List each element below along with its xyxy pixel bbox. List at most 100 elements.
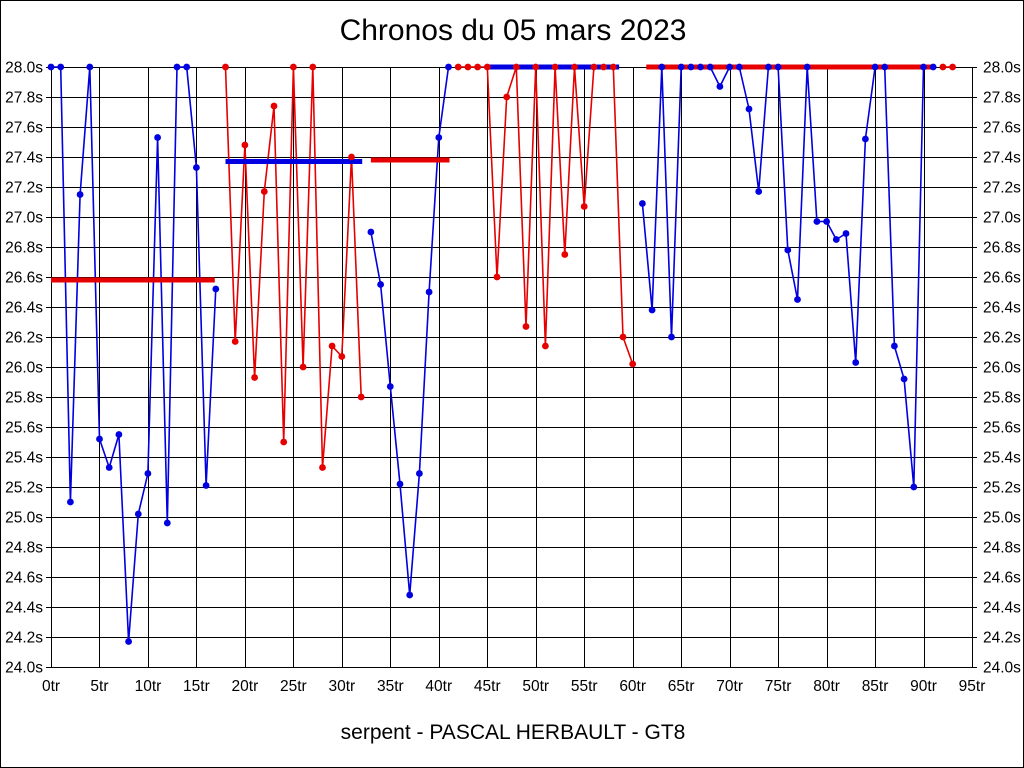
- y-tick-label-right: 27.0s: [983, 210, 1021, 227]
- data-point-lap-68: [706, 63, 714, 71]
- y-tick-label-right: 24.6s: [983, 570, 1021, 587]
- data-point-lap-36: [396, 480, 404, 488]
- y-tick-label-left: 27.4s: [5, 150, 43, 167]
- y-tick-label-left: 24.8s: [5, 540, 43, 557]
- data-point-lap-26: [299, 363, 307, 371]
- x-tick-label: 45tr: [474, 678, 501, 695]
- y-tick-label-left: 25.0s: [5, 510, 43, 527]
- data-point-lap-31: [348, 153, 355, 161]
- data-point-lap-49: [522, 323, 530, 330]
- data-point-lap-3: [76, 191, 84, 198]
- data-point-lap-21: [251, 374, 258, 381]
- data-point-lap-6: [105, 464, 113, 471]
- x-tick-label: 95tr: [959, 678, 986, 695]
- axis-ticks: [46, 67, 977, 668]
- y-tick-label-left: 24.6s: [5, 570, 43, 587]
- y-tick-label-right: 28.0s: [983, 60, 1021, 77]
- data-point-lap-69: [716, 83, 724, 90]
- x-axis-labels: 0tr 5tr 10tr 15tr 20tr 25tr 30tr 35tr 40tr 45tr 50…: [42, 678, 985, 695]
- data-point-lap-90: [920, 63, 927, 71]
- x-tick-label: 20tr: [232, 678, 259, 695]
- y-tick-label-right: 26.6s: [983, 270, 1021, 287]
- x-tick-label: 65tr: [668, 678, 695, 695]
- data-point-lap-11: [154, 134, 162, 141]
- data-point-lap-46: [493, 273, 501, 281]
- data-point-lap-1: [57, 63, 65, 71]
- stint-line-3-red: [458, 66, 634, 365]
- data-point-lap-62: [648, 306, 656, 314]
- data-point-lap-92: [939, 63, 947, 71]
- y-tick-label-right: 27.2s: [983, 180, 1021, 197]
- data-point-lap-33: [367, 228, 375, 236]
- data-point-lap-81: [832, 236, 840, 243]
- data-point-lap-22: [260, 188, 268, 195]
- data-point-lap-48: [512, 63, 520, 71]
- data-point-lap-12: [163, 519, 171, 527]
- data-point-lap-28: [319, 464, 326, 471]
- data-point-lap-27: [309, 63, 317, 71]
- data-point-lap-35: [386, 383, 394, 390]
- data-point-lap-93: [949, 63, 956, 71]
- y-tick-label-left: 27.8s: [5, 90, 43, 107]
- data-point-lap-42: [454, 63, 462, 71]
- x-tick-label: 10tr: [135, 678, 162, 695]
- y-tick-label-right: 25.8s: [983, 390, 1021, 407]
- data-point-lap-23: [270, 102, 278, 110]
- data-point-lap-2: [67, 498, 74, 506]
- y-tick-label-left: 28.0s: [5, 60, 43, 77]
- y-tick-label-left: 27.2s: [5, 180, 43, 197]
- data-point-lap-37: [406, 591, 414, 599]
- data-point-lap-32: [357, 393, 365, 401]
- x-tick-label: 80tr: [813, 678, 840, 695]
- x-tick-label: 70tr: [716, 678, 743, 695]
- y-tick-label-left: 25.2s: [5, 480, 43, 497]
- series-lines: [51, 66, 953, 643]
- data-point-lap-86: [881, 63, 889, 71]
- data-point-lap-79: [813, 218, 821, 225]
- data-point-lap-87: [891, 342, 898, 350]
- data-point-lap-88: [900, 375, 908, 383]
- data-point-lap-91: [929, 63, 937, 71]
- data-point-lap-71: [735, 63, 743, 71]
- data-point-lap-73: [755, 188, 763, 195]
- y-axis-labels-left: 28.0s 27.8s 27.6s 27.4s 27.2s 27.0s 26.8s 26.6s…: [5, 60, 43, 677]
- data-point-lap-52: [551, 63, 559, 71]
- stint-line-0-blue: [51, 66, 217, 643]
- x-tick-label: 15tr: [183, 678, 210, 695]
- data-point-lap-13: [173, 63, 181, 71]
- y-tick-label-right: 27.6s: [983, 120, 1021, 137]
- y-tick-label-left: 24.4s: [5, 600, 43, 617]
- data-point-lap-65: [677, 63, 685, 71]
- y-tick-label-right: 26.0s: [983, 360, 1021, 377]
- y-tick-label-left: 24.2s: [5, 630, 43, 647]
- data-point-lap-55: [580, 203, 588, 210]
- y-tick-label-left: 26.4s: [5, 300, 43, 317]
- chart-title: Chronos du 05 mars 2023: [339, 14, 687, 47]
- y-tick-label-left: 25.8s: [5, 390, 43, 407]
- x-tick-label: 60tr: [619, 678, 646, 695]
- data-point-lap-45: [483, 63, 491, 71]
- x-tick-label: 40tr: [425, 678, 452, 695]
- data-point-lap-50: [532, 63, 540, 71]
- data-point-lap-4: [86, 63, 94, 71]
- y-tick-label-left: 27.0s: [5, 210, 43, 227]
- data-point-lap-89: [910, 483, 918, 491]
- y-tick-label-right: 25.6s: [983, 420, 1021, 437]
- data-point-lap-51: [542, 342, 549, 350]
- y-tick-label-left: 25.6s: [5, 420, 43, 437]
- data-point-lap-34: [377, 281, 384, 288]
- x-tick-label: 5tr: [90, 678, 108, 695]
- data-point-lap-60: [629, 360, 637, 368]
- data-point-lap-83: [852, 359, 860, 366]
- data-point-lap-63: [658, 63, 666, 71]
- data-point-lap-80: [823, 218, 830, 225]
- x-tick-label: 75tr: [765, 678, 792, 695]
- y-tick-label-right: 26.8s: [983, 240, 1021, 257]
- y-tick-label-right: 26.4s: [983, 300, 1021, 317]
- y-tick-label-left: 26.0s: [5, 360, 43, 377]
- y-tick-label-left: 24.0s: [5, 660, 43, 677]
- y-tick-label-right: 24.8s: [983, 540, 1021, 557]
- x-tick-label: 90tr: [910, 678, 937, 695]
- data-point-lap-53: [561, 251, 569, 258]
